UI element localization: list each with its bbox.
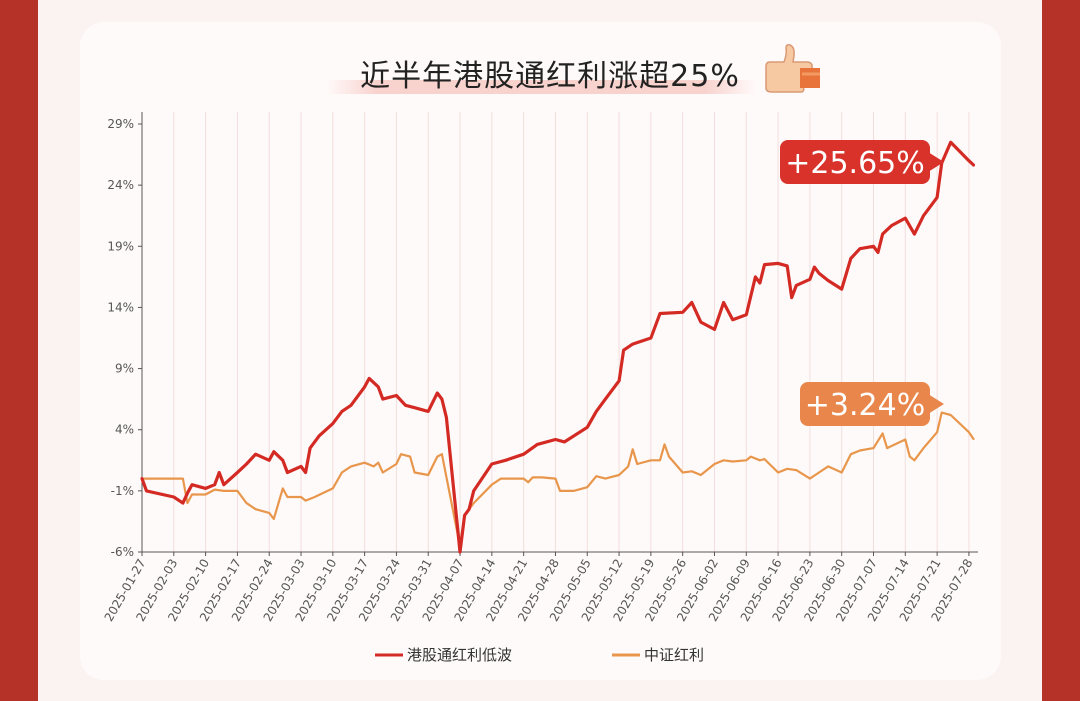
callout-secondary-pointer [930,395,944,413]
callout-secondary-box [800,382,930,426]
callout-primary-box [780,140,930,184]
y-tick-label: 9% [115,362,134,376]
x-axis: 2025-01-272025-02-032025-02-102025-02-17… [102,551,978,624]
legend-item: 中证红利 [612,646,704,664]
thumbs-up-icon-shape [765,44,820,93]
title-highlight [326,80,756,94]
series-line-csi-dividend [140,411,975,547]
end-labels: +25.65% +3.24% [780,140,944,426]
y-axis: 29% 24% 19% 14% 9% 4% -1% -6% [107,112,143,559]
grid [173,112,970,552]
legend-label: 中证红利 [644,646,704,664]
callout-secondary-text: +3.24% [805,388,925,423]
legend: 港股通红利低波 中证红利 [375,646,704,664]
callout-primary-pointer [930,153,944,171]
y-tick-label: 4% [115,423,134,437]
callout-secondary: +3.24% [800,382,944,426]
callout-primary: +25.65% [780,140,944,184]
thumbs-up-icon [765,44,820,93]
title-area: 近半年港股通红利涨超25% [330,50,770,96]
y-tick-label: 19% [107,239,134,253]
series-lines [140,140,976,554]
callout-primary-text: +25.65% [785,146,925,181]
y-tick-label: 14% [107,300,134,314]
y-tick-label: 24% [107,178,134,192]
y-tick-label: 29% [107,117,134,131]
chart-card [80,22,1001,680]
series-line-hk-dividend-low-vol [140,140,976,554]
legend-item: 港股通红利低波 [375,646,512,664]
chart-title: 近半年港股通红利涨超25% [360,59,740,94]
y-tick-label: -1% [111,484,134,498]
legend-label: 港股通红利低波 [407,646,512,664]
y-tick-label: -6% [111,545,134,559]
